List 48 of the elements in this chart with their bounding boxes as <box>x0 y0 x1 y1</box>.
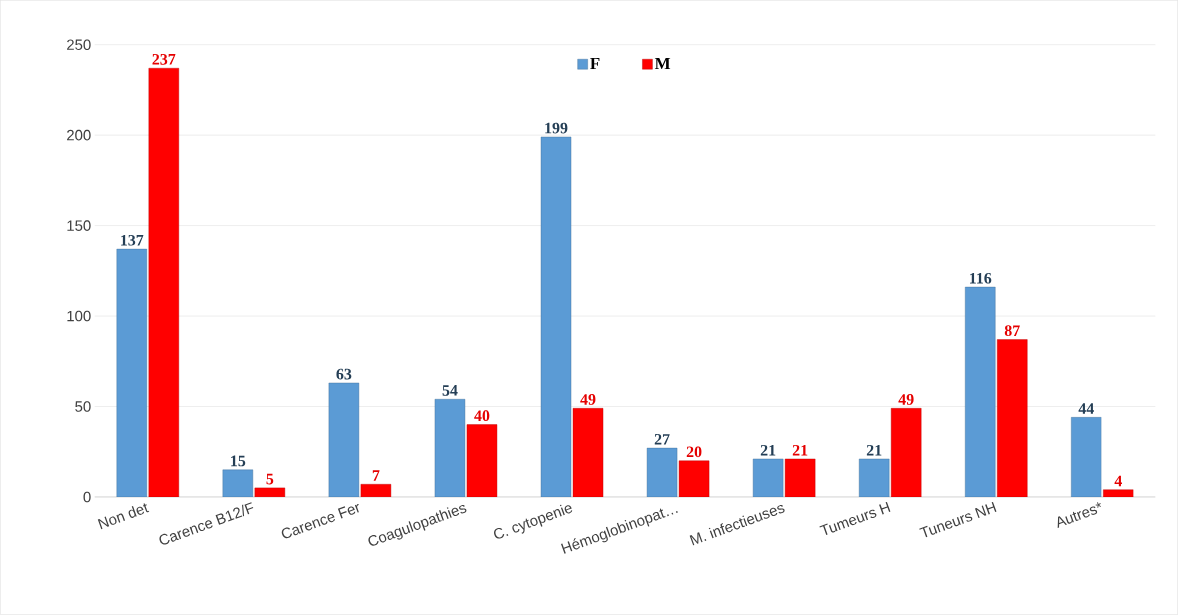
data-label: 49 <box>898 394 914 405</box>
data-label: 5 <box>266 473 274 485</box>
y-tick-label: 0 <box>83 491 91 503</box>
data-label: 87 <box>1004 325 1020 337</box>
data-label: 49 <box>580 394 596 405</box>
data-label: 27 <box>654 434 670 445</box>
bar <box>222 469 254 498</box>
data-label: 21 <box>760 445 776 456</box>
data-label: 15 <box>231 455 246 467</box>
bar <box>752 458 784 498</box>
data-label: 54 <box>442 385 458 396</box>
bar <box>858 458 890 498</box>
data-label: 237 <box>152 54 176 65</box>
bar <box>116 249 147 498</box>
y-tick-label: 150 <box>67 220 91 232</box>
data-label: 63 <box>336 368 352 380</box>
bar <box>646 448 678 498</box>
legend-label: M <box>654 58 671 70</box>
data-label: 21 <box>792 445 808 456</box>
x-tick-label: Carence Fer <box>281 504 359 539</box>
data-label: 7 <box>372 470 380 481</box>
data-label: 137 <box>121 235 144 246</box>
bar <box>890 408 922 498</box>
data-label: 20 <box>686 446 702 458</box>
data-label: 116 <box>970 273 992 284</box>
bar <box>328 382 360 498</box>
data-label: 40 <box>474 410 490 422</box>
y-tick-label: 50 <box>75 401 91 412</box>
bar <box>965 287 996 498</box>
x-tick-label: Non det <box>97 503 150 530</box>
bar <box>572 408 604 498</box>
data-label: 44 <box>1078 403 1094 414</box>
data-label: 21 <box>866 445 882 456</box>
y-tick-label: 200 <box>67 130 91 141</box>
bar <box>678 460 710 498</box>
legend-label: F <box>590 58 600 70</box>
y-tick-label: 100 <box>67 310 91 322</box>
data-label: 199 <box>545 122 568 134</box>
bar <box>434 399 466 498</box>
bar <box>466 424 498 498</box>
y-tick-label: 250 <box>67 39 91 51</box>
bar <box>148 68 179 498</box>
data-label: 4 <box>1114 475 1122 487</box>
x-tick-label: Tuneurs NH <box>919 502 997 538</box>
bar <box>997 339 1028 498</box>
bar <box>1071 417 1102 498</box>
bar <box>540 136 572 498</box>
x-tick-label: Carence B12/F <box>159 502 254 545</box>
